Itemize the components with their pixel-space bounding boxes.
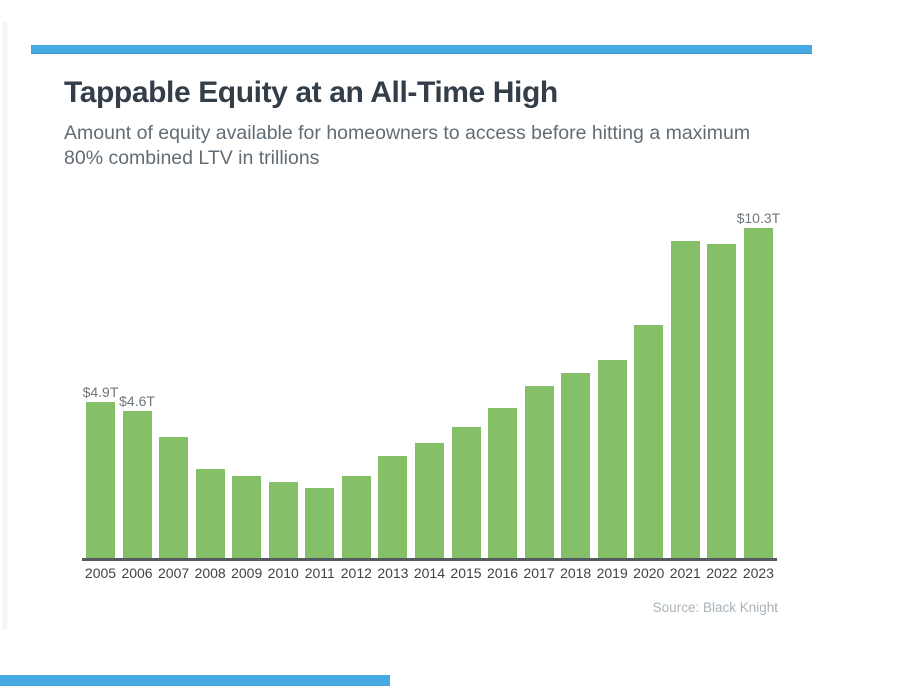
bar-2009: [232, 475, 262, 559]
year-label-2017: 2017: [523, 565, 555, 581]
year-label-2011: 2011: [304, 565, 335, 581]
bar-2007: [159, 437, 189, 559]
bar-2020: [634, 324, 664, 559]
bar-2023: [743, 228, 773, 559]
top-accent-bar: [31, 45, 812, 54]
value-label-2005: $4.9T: [82, 383, 119, 400]
year-label-2021: 2021: [669, 565, 701, 581]
bar-2012: [341, 475, 371, 559]
year-label-2010: 2010: [267, 565, 299, 581]
bar-2010: [268, 481, 298, 559]
bar-2006: [122, 411, 152, 559]
bar-2014: [414, 443, 444, 559]
year-label-2016: 2016: [486, 565, 519, 581]
year-label-2012: 2012: [340, 565, 372, 581]
value-label-2023: $10.3T: [736, 210, 781, 227]
year-label-2018: 2018: [560, 565, 592, 581]
chart-subtitle: Amount of equity available for homeowner…: [64, 122, 751, 169]
year-label-2014: 2014: [413, 565, 446, 581]
year-label-2009: 2009: [231, 565, 263, 581]
source-credit: Source: Black Knight: [652, 600, 778, 615]
bar-2011: [305, 488, 335, 559]
year-label-2023: 2023: [742, 565, 774, 581]
year-label-2020: 2020: [633, 565, 665, 581]
bar-2017: [524, 385, 554, 559]
value-label-2006: $4.6T: [119, 393, 155, 410]
page-edge-shadow: [3, 22, 9, 630]
bar-2016: [488, 408, 518, 559]
bar-2022: [707, 244, 737, 559]
bottom-accent-bar: [0, 675, 390, 686]
bar-2018: [561, 372, 591, 559]
year-label-2006: 2006: [121, 565, 153, 581]
bar-2015: [451, 427, 481, 559]
year-label-2019: 2019: [596, 565, 628, 581]
bar-2021: [670, 241, 700, 559]
year-label-2007: 2007: [158, 565, 190, 581]
year-label-2005: 2005: [84, 565, 117, 581]
bar-2008: [195, 469, 225, 559]
chart-title: Tappable Equity at an All-Time High: [64, 76, 558, 109]
bar-2005: [86, 401, 115, 559]
bar-2019: [597, 359, 627, 559]
year-label-2008: 2008: [194, 565, 226, 581]
year-label-2022: 2022: [706, 565, 738, 581]
year-label-2013: 2013: [377, 565, 409, 581]
x-axis-line: [82, 558, 777, 561]
year-label-2015: 2015: [450, 565, 482, 581]
bar-2013: [378, 456, 408, 559]
